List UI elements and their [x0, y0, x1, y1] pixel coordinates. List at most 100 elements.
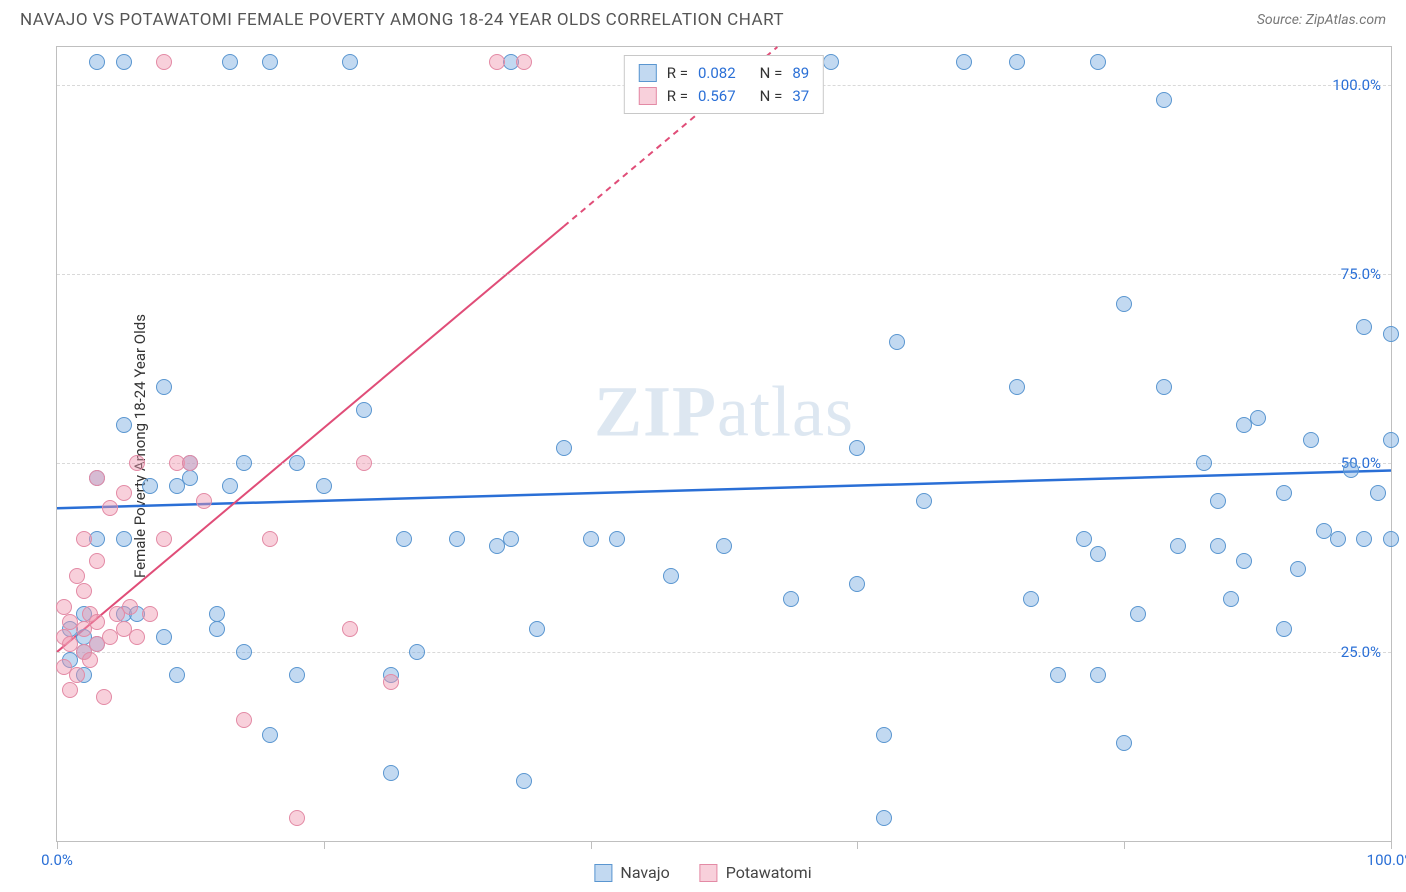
data-point — [1090, 54, 1106, 70]
data-point — [89, 614, 105, 630]
data-point — [1210, 538, 1226, 554]
data-point — [1156, 379, 1172, 395]
source-attribution: Source: ZipAtlas.com — [1257, 12, 1386, 28]
data-point — [156, 531, 172, 547]
data-point — [1009, 54, 1025, 70]
data-point — [342, 54, 358, 70]
data-point — [449, 531, 465, 547]
data-point — [1236, 553, 1252, 569]
data-point — [289, 667, 305, 683]
data-point — [1370, 485, 1386, 501]
data-point — [1090, 546, 1106, 562]
data-point — [1383, 432, 1399, 448]
stats-row: R = 0.082 N = 89 — [639, 62, 809, 85]
data-point — [409, 644, 425, 660]
swatch — [700, 864, 718, 882]
data-point — [823, 54, 839, 70]
data-point — [1116, 296, 1132, 312]
n-label: N = — [760, 62, 783, 85]
x-tick — [591, 841, 592, 849]
stats-row: R =0.567N =37 — [639, 85, 809, 108]
n-label: N = — [760, 85, 783, 108]
data-point — [116, 417, 132, 433]
data-point — [209, 621, 225, 637]
data-point — [156, 629, 172, 645]
data-point — [1023, 591, 1039, 607]
data-point — [503, 531, 519, 547]
data-point — [1276, 621, 1292, 637]
data-point — [96, 689, 112, 705]
swatch — [594, 864, 612, 882]
x-tick-label: 0.0% — [41, 851, 73, 869]
data-point — [62, 682, 78, 698]
gridline — [57, 274, 1391, 275]
data-point — [849, 440, 865, 456]
data-point — [516, 54, 532, 70]
data-point — [916, 493, 932, 509]
r-label: R = — [667, 62, 688, 85]
data-point — [209, 606, 225, 622]
trend-lines — [57, 47, 1391, 841]
data-point — [1383, 326, 1399, 342]
data-point — [876, 727, 892, 743]
data-point — [116, 54, 132, 70]
data-point — [182, 470, 198, 486]
series-legend: Navajo Potawatomi — [594, 863, 811, 882]
n-value: 37 — [792, 85, 809, 108]
data-point — [1356, 531, 1372, 547]
data-point — [1343, 462, 1359, 478]
data-point — [383, 765, 399, 781]
data-point — [1050, 667, 1066, 683]
data-point — [1156, 92, 1172, 108]
stats-legend: R = 0.082 N = 89R = 0.567 N = 37 — [624, 55, 824, 114]
data-point — [489, 54, 505, 70]
x-tick — [1124, 841, 1125, 849]
data-point — [236, 712, 252, 728]
n-value: 89 — [792, 62, 809, 85]
data-point — [1223, 591, 1239, 607]
data-point — [69, 667, 85, 683]
data-point — [1170, 538, 1186, 554]
data-point — [129, 629, 145, 645]
data-point — [142, 478, 158, 494]
data-point — [89, 54, 105, 70]
data-point — [129, 455, 145, 471]
x-tick — [324, 841, 325, 849]
legend-item: Potawatomi — [700, 863, 812, 882]
legend-label: Navajo — [620, 863, 669, 882]
data-point — [116, 485, 132, 501]
data-point — [262, 727, 278, 743]
x-tick — [857, 841, 858, 849]
data-point — [1290, 561, 1306, 577]
y-tick-label: 75.0% — [1341, 265, 1381, 283]
data-point — [236, 644, 252, 660]
data-point — [142, 606, 158, 622]
page-title: NAVAJO VS POTAWATOMI FEMALE POVERTY AMON… — [20, 10, 784, 30]
data-point — [396, 531, 412, 547]
data-point — [102, 500, 118, 516]
gridline — [57, 652, 1391, 653]
r-value: 0.567 — [698, 85, 736, 108]
data-point — [1303, 432, 1319, 448]
data-point — [76, 583, 92, 599]
data-point — [1076, 531, 1092, 547]
data-point — [1210, 493, 1226, 509]
data-point — [89, 553, 105, 569]
data-point — [289, 810, 305, 826]
swatch — [639, 87, 657, 105]
data-point — [1116, 735, 1132, 751]
data-point — [222, 54, 238, 70]
data-point — [116, 531, 132, 547]
data-point — [76, 531, 92, 547]
x-tick-label: 100.0% — [1367, 851, 1406, 869]
y-tick-label: 100.0% — [1332, 76, 1381, 94]
data-point — [1356, 319, 1372, 335]
data-point — [556, 440, 572, 456]
data-point — [529, 621, 545, 637]
data-point — [889, 334, 905, 350]
data-point — [356, 402, 372, 418]
legend-label: Potawatomi — [726, 863, 812, 882]
r-value: 0.082 — [698, 62, 736, 85]
data-point — [316, 478, 332, 494]
x-tick — [57, 841, 58, 849]
